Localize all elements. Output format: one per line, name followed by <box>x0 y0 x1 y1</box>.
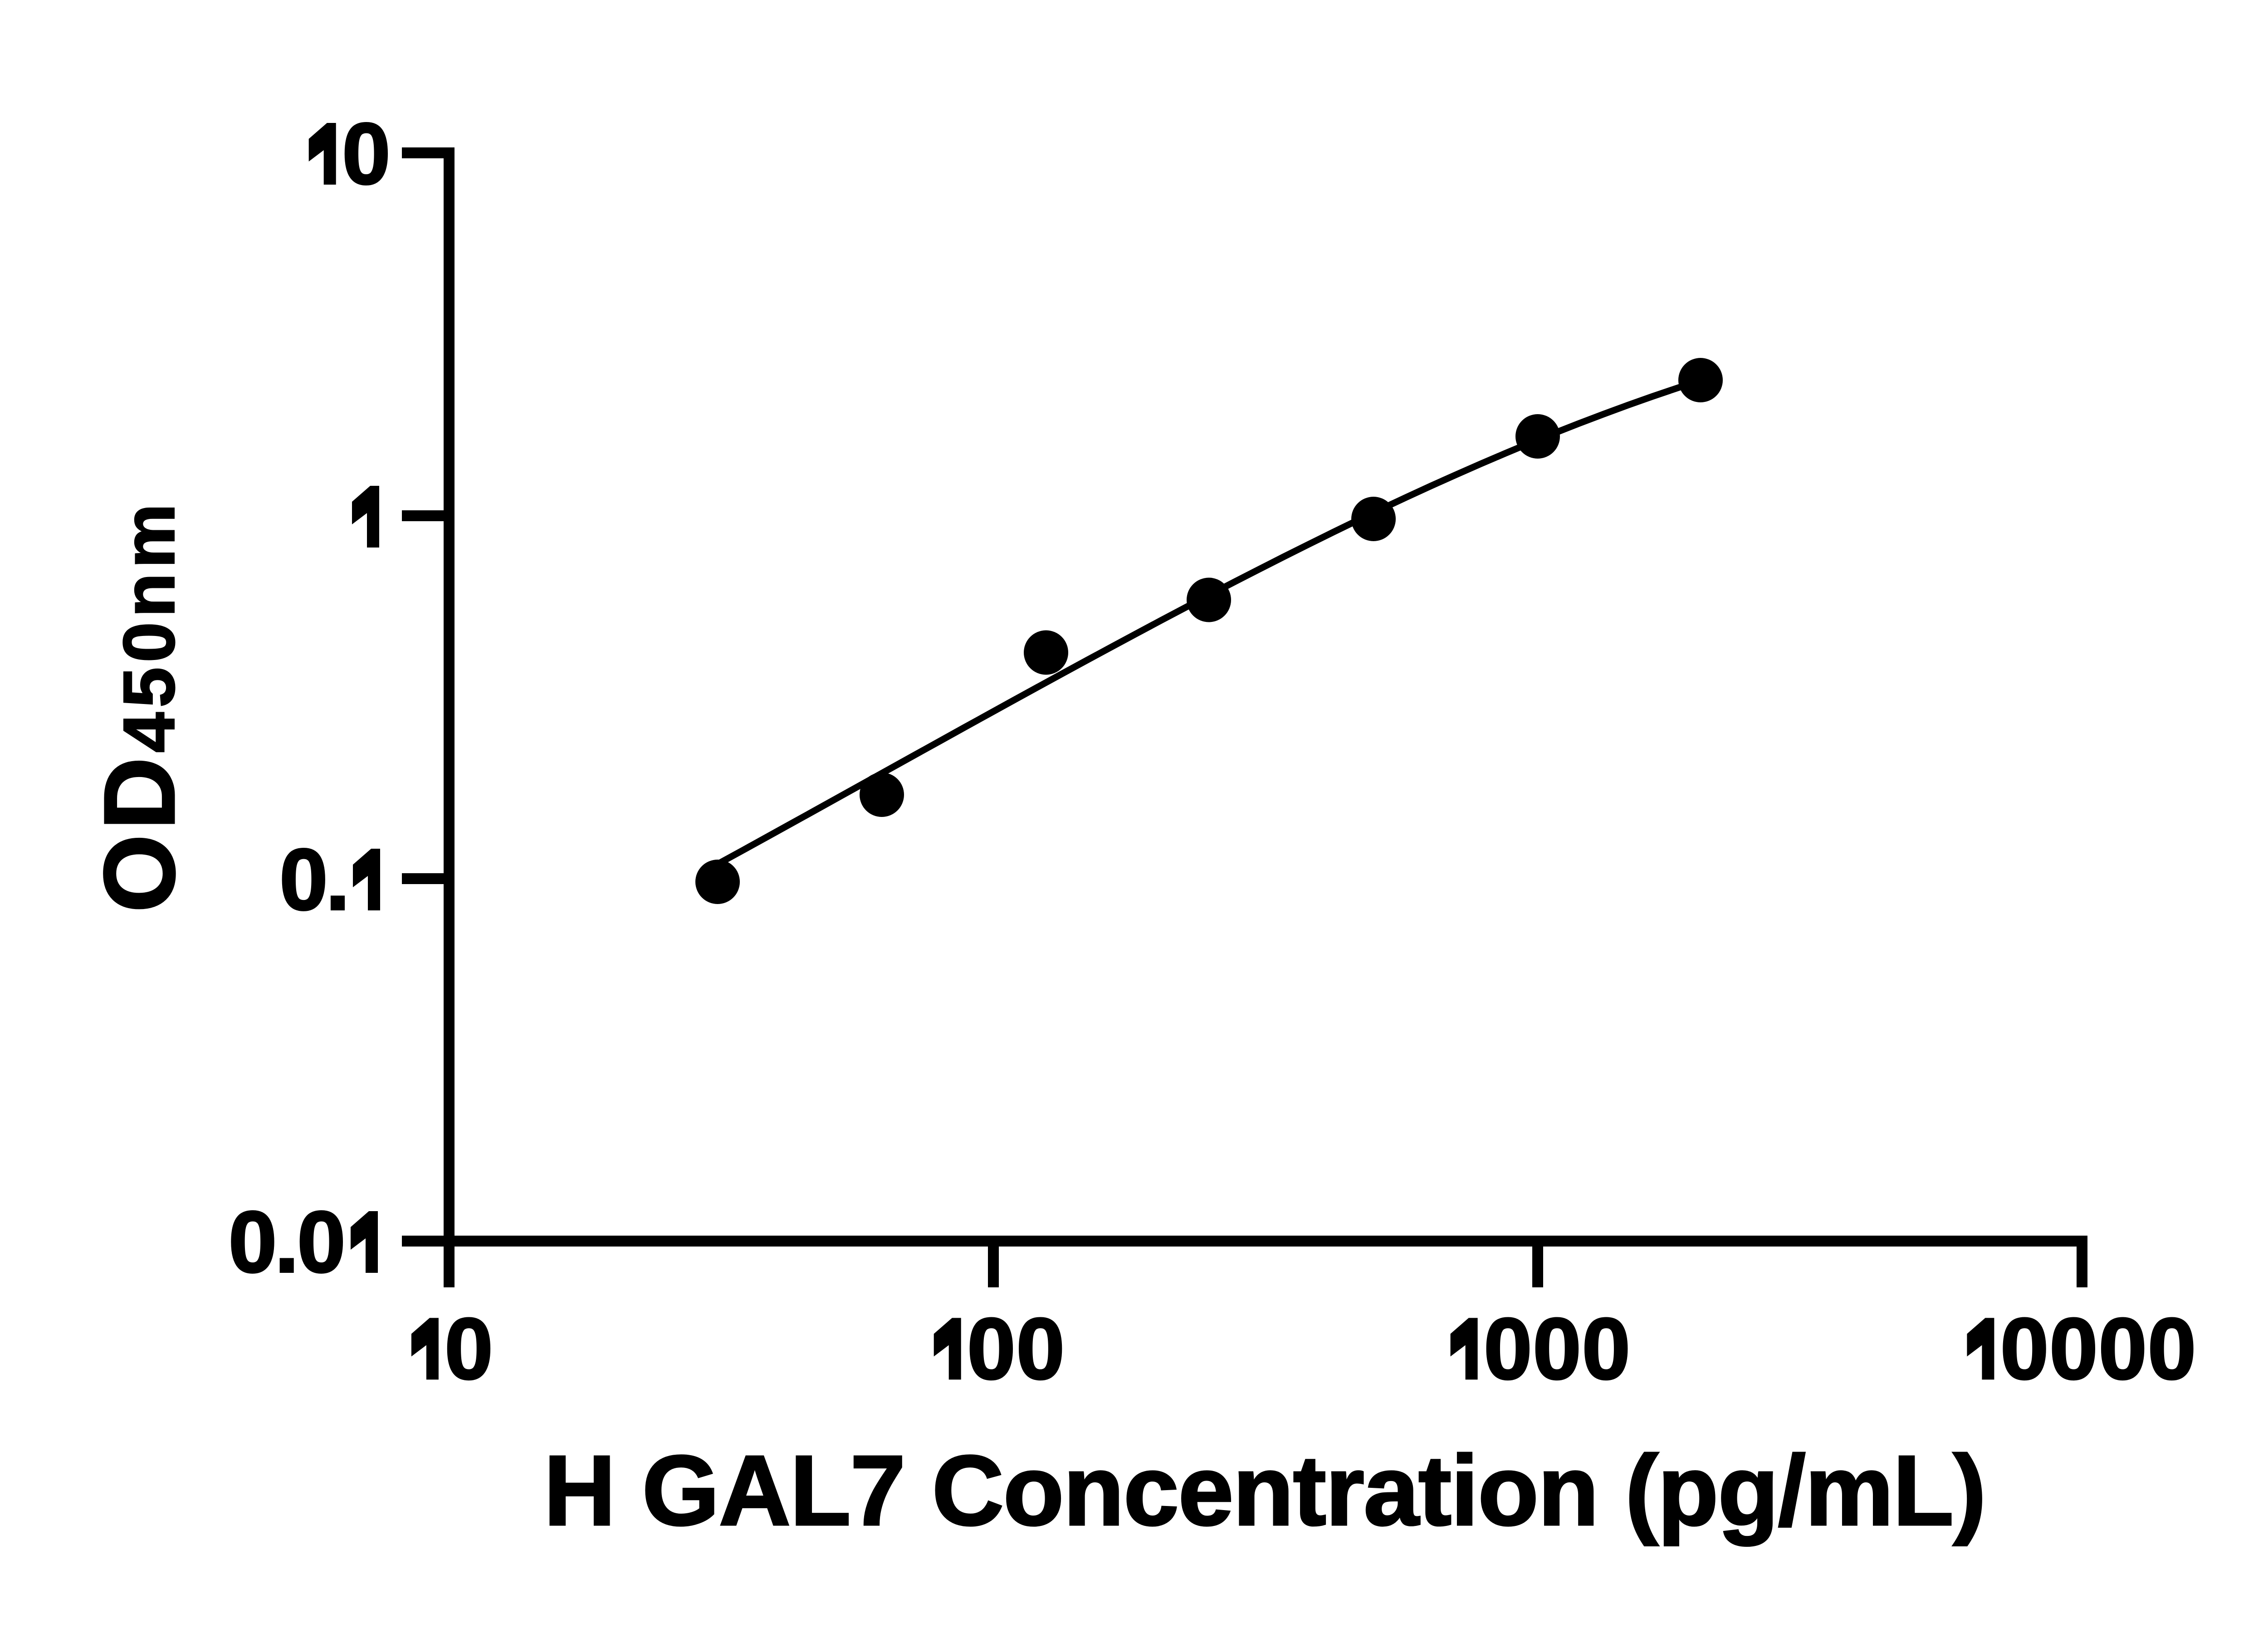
svg-text:0: 0 <box>2000 1300 2049 1398</box>
svg-text:.: . <box>275 1193 299 1291</box>
svg-text:0: 0 <box>1533 1300 1581 1398</box>
svg-text:0: 0 <box>445 1300 493 1398</box>
svg-text:0: 0 <box>1582 1300 1631 1398</box>
svg-text:0: 0 <box>967 1300 1016 1398</box>
svg-text:0: 0 <box>1484 1300 1532 1398</box>
svg-text:0: 0 <box>2098 1300 2147 1398</box>
svg-text:0: 0 <box>229 1193 277 1291</box>
svg-text:.: . <box>326 831 350 928</box>
svg-text:0: 0 <box>2148 1300 2196 1398</box>
svg-text:0: 0 <box>297 1193 346 1291</box>
svg-text:0: 0 <box>1016 1300 1065 1398</box>
svg-text:0: 0 <box>279 831 328 928</box>
svg-text:H GAL7 Concentration (pg/mL): H GAL7 Concentration (pg/mL) <box>544 1435 1986 1546</box>
svg-text:0: 0 <box>2049 1300 2098 1398</box>
svg-text:0: 0 <box>342 105 391 202</box>
